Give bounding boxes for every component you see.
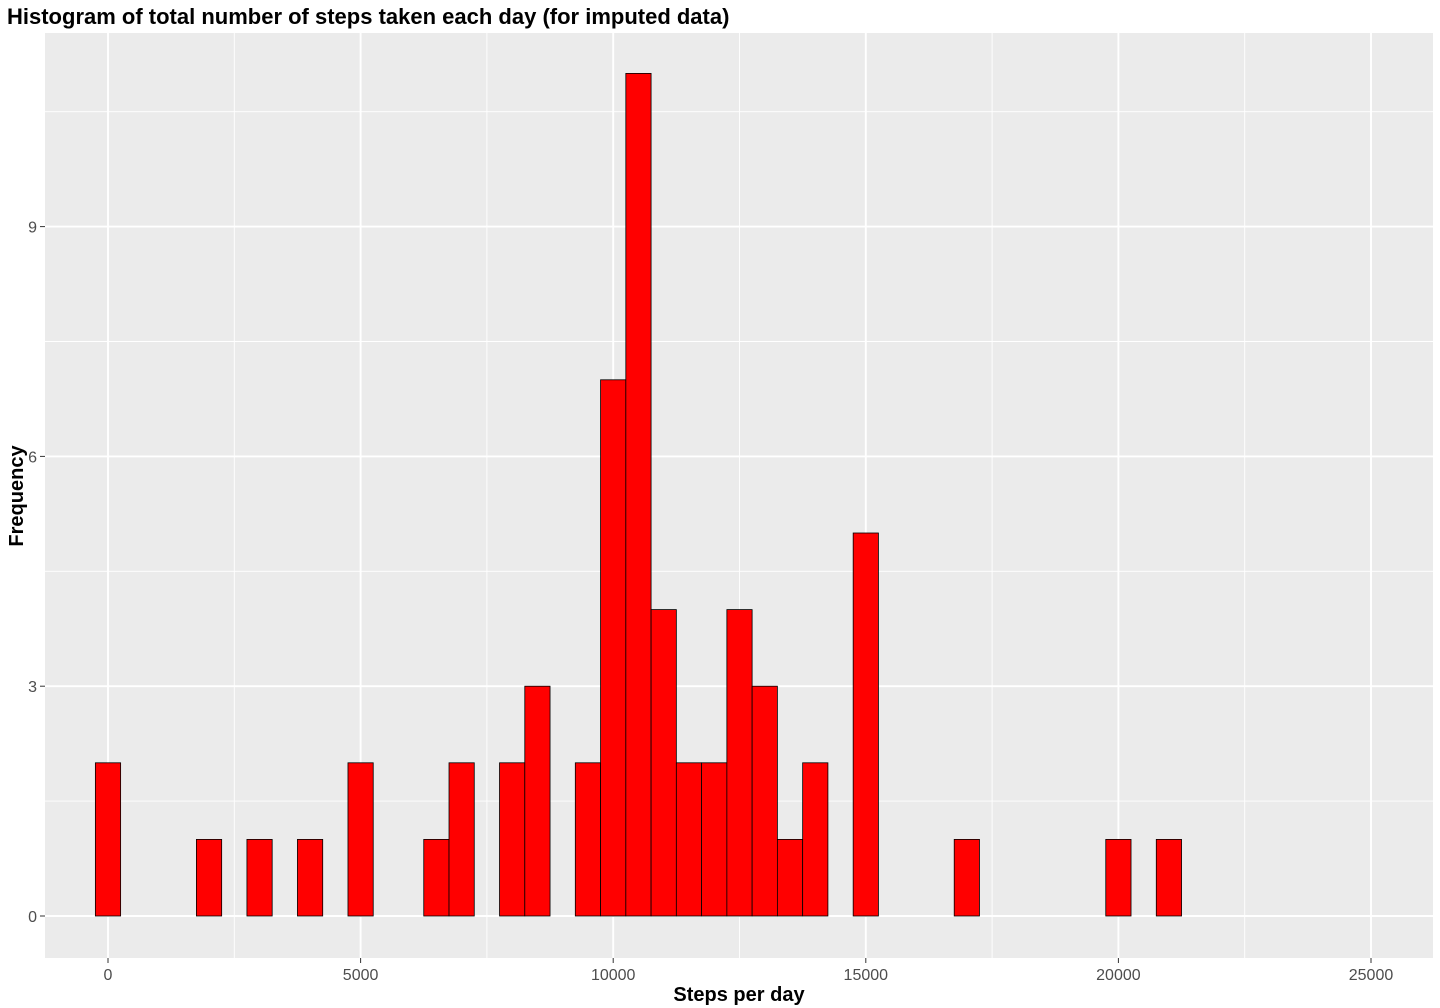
histogram-bar [701, 762, 728, 917]
x-axis: 0 5000 10000 15000 20000 25000 [104, 958, 1394, 984]
x-tick-label: 0 [104, 967, 113, 984]
histogram-bar [448, 762, 475, 917]
histogram-bar [675, 762, 703, 917]
histogram-bar [347, 762, 374, 917]
histogram-bar [297, 839, 324, 917]
histogram-bar [802, 762, 829, 917]
x-axis-title: Steps per day [673, 984, 805, 1006]
y-axis-title: Frequency [6, 445, 28, 547]
histogram-bar [1155, 839, 1182, 917]
histogram-bar [625, 73, 652, 917]
histogram-bar [650, 609, 677, 917]
histogram-bar [726, 609, 753, 917]
histogram-bar [574, 762, 601, 917]
histogram-bar [524, 685, 551, 917]
x-tick-label: 15000 [844, 967, 889, 984]
histogram-bar [852, 532, 879, 917]
histogram-bar [953, 839, 980, 917]
bars [94, 73, 1182, 917]
y-axis: 0 3 6 9 [28, 220, 45, 926]
x-tick-label: 20000 [1096, 967, 1141, 984]
y-tick-label: 3 [28, 679, 37, 696]
chart-title: Histogram of total number of steps taken… [7, 4, 729, 29]
histogram-bar [499, 762, 526, 917]
histogram-bar [600, 379, 627, 917]
y-tick-label: 0 [28, 909, 37, 926]
histogram-bar [776, 839, 804, 917]
histogram-bar [751, 685, 778, 917]
x-tick-label: 25000 [1349, 967, 1394, 984]
histogram-bar [1105, 839, 1132, 917]
y-tick-label: 9 [28, 220, 37, 237]
histogram-bar [246, 839, 273, 917]
x-tick-label: 5000 [343, 967, 379, 984]
histogram-bar [196, 839, 223, 917]
x-tick-label: 10000 [591, 967, 636, 984]
y-tick-label: 6 [28, 449, 37, 466]
histogram-bar [94, 762, 122, 917]
histogram-bar [423, 839, 450, 917]
